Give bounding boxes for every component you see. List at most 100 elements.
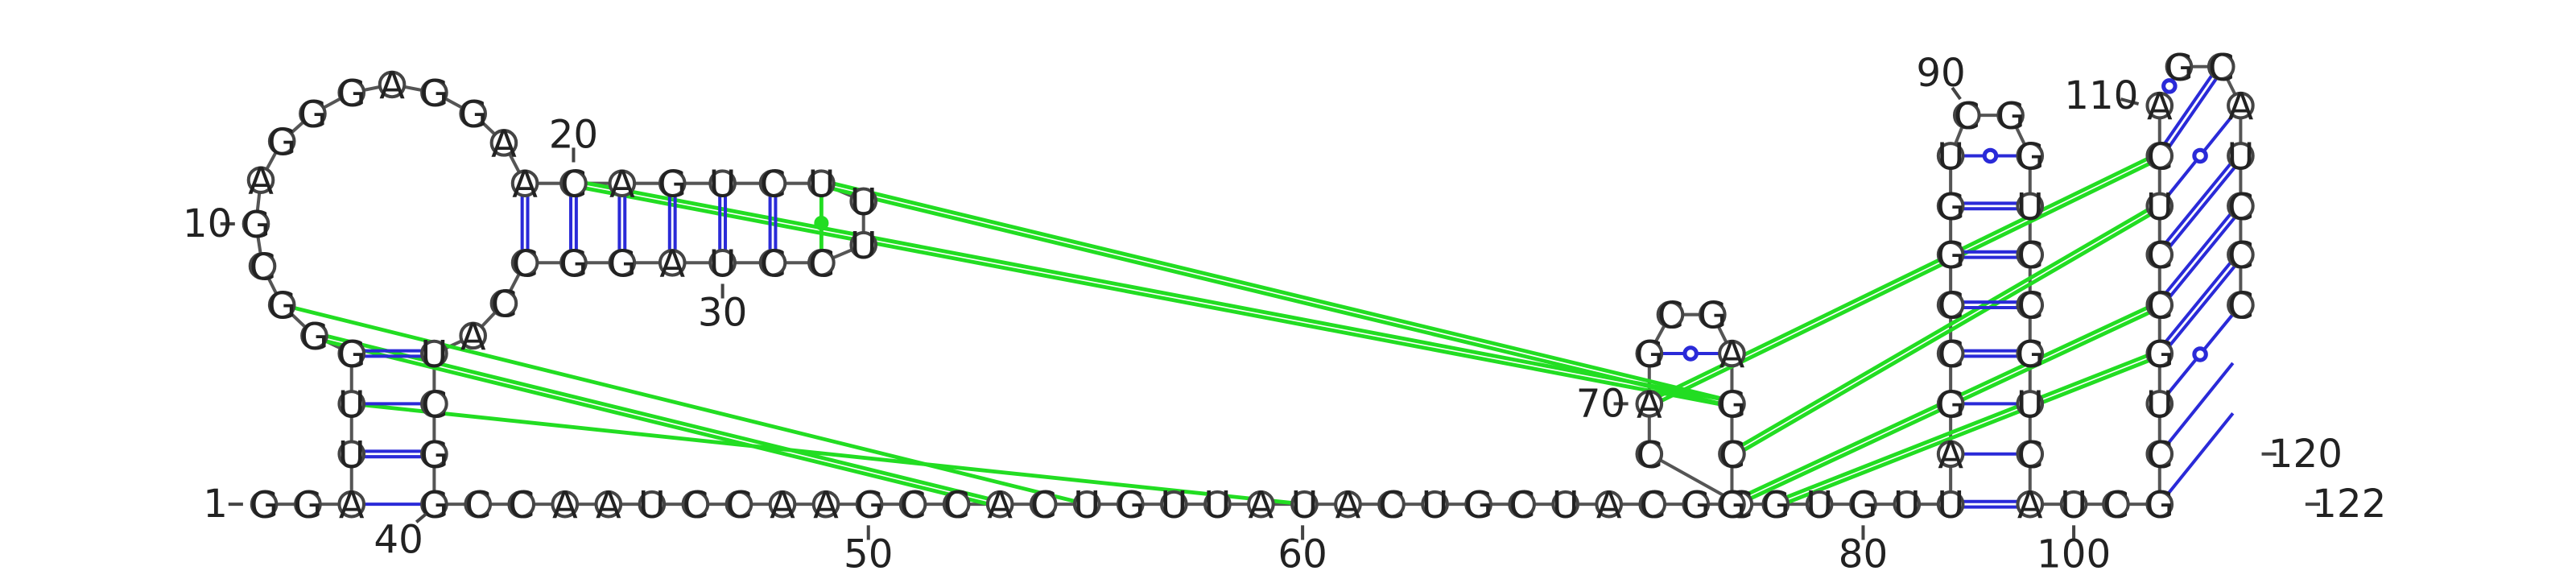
- nucleotide-number-label: 10: [183, 201, 232, 246]
- nucleotide: C: [943, 483, 969, 527]
- nucleotide: C: [2017, 234, 2043, 277]
- nucleotide-number-label: 70: [1576, 381, 1625, 426]
- nucleotide: U: [1552, 483, 1579, 527]
- nucleotide-letter: C: [491, 283, 517, 326]
- nucleotide: G: [2145, 483, 2174, 527]
- nucleotide: C: [808, 242, 834, 285]
- nucleotide-letter: U: [2146, 383, 2174, 426]
- nucleotide: G: [2145, 333, 2174, 376]
- nucleotide-letter: U: [1290, 483, 1318, 527]
- nucleotide-letter: A: [596, 483, 621, 527]
- nucleotide-letter: C: [421, 383, 447, 426]
- nucleotide-letter: U: [807, 163, 835, 206]
- wobble-pair-marker: [1685, 348, 1696, 359]
- nucleotide-letter: C: [900, 483, 926, 527]
- nucleotide-letter: A: [813, 483, 839, 527]
- nucleotide-letter: U: [1160, 483, 1187, 527]
- nucleotide: A: [2228, 85, 2254, 128]
- tertiary-interaction-line: [1788, 361, 2149, 502]
- nucleotide-letter: U: [850, 224, 877, 267]
- nucleotide: G: [559, 242, 588, 285]
- nucleotide-letter: C: [2147, 234, 2173, 277]
- nucleotide-letter: C: [760, 242, 786, 285]
- nucleotide-letter: G: [419, 433, 448, 477]
- nucleotide: C: [2147, 134, 2173, 178]
- nucleotide-letter: U: [2017, 185, 2044, 229]
- nucleotide-letter: A: [491, 122, 517, 165]
- nucleotide: G: [250, 483, 279, 527]
- nucleotide: U: [1073, 483, 1100, 527]
- nucleotide: U: [338, 383, 365, 426]
- nucleotide-letter: A: [987, 483, 1013, 527]
- nucleotide-letter: G: [1936, 185, 1965, 229]
- nucleotide: A: [1719, 333, 1745, 376]
- nucleotide: G: [2016, 333, 2045, 376]
- nucleotide: G: [1718, 483, 1747, 527]
- nucleotide-letter: A: [770, 483, 795, 527]
- nucleotide-letter: G: [1718, 483, 1747, 527]
- nucleotide-number-label: 100: [2037, 532, 2111, 577]
- nucleotide: U: [1290, 483, 1318, 527]
- nucleotide: C: [560, 163, 586, 206]
- nucleotide-letter: G: [2145, 483, 2174, 527]
- nucleotide: C: [491, 283, 517, 326]
- nucleotide-letter: U: [2227, 134, 2254, 178]
- nucleotide: G: [1635, 333, 1664, 376]
- nucleotide-letter: C: [1640, 483, 1666, 527]
- nucleotide: A: [248, 159, 274, 203]
- nucleotide-letter: G: [1936, 234, 1965, 277]
- nucleotide-number-label: 80: [1839, 532, 1888, 577]
- wobble-pair-marker: [2194, 349, 2206, 360]
- tertiary-interaction-line: [586, 183, 1720, 399]
- nucleotide-letter: C: [726, 483, 752, 527]
- nucleotide-letter: G: [293, 483, 322, 527]
- nucleotide-letter: C: [1637, 433, 1662, 477]
- nucleotide-number-label: 50: [844, 532, 893, 577]
- nucleotide-letter: A: [379, 64, 405, 107]
- nucleotide-letter: U: [1073, 483, 1100, 527]
- nucleotide-letter: C: [1509, 483, 1534, 527]
- nucleotide-letter: C: [2227, 234, 2253, 277]
- nucleotide-letter: G: [2016, 134, 2045, 178]
- nucleotide: C: [760, 163, 786, 206]
- nucleotide: G: [267, 284, 296, 328]
- nucleotide-letter: C: [465, 483, 491, 527]
- nucleotide-letter: U: [1937, 134, 1964, 178]
- nucleotide-letter: C: [1378, 483, 1404, 527]
- nucleotide-letter: A: [460, 315, 486, 358]
- nucleotide: U: [2146, 383, 2174, 426]
- nucleotide: A: [770, 483, 795, 527]
- nucleotide: U: [1937, 483, 1964, 527]
- nucleotide-letter: G: [2165, 46, 2194, 89]
- nucleotide-number-label: 60: [1278, 532, 1327, 577]
- nucleotide: A: [460, 315, 486, 358]
- nucleotide: G: [1936, 234, 1965, 277]
- nucleotide: A: [379, 64, 405, 107]
- nucleotide: U: [709, 163, 737, 206]
- nucleotide-letter: G: [1761, 483, 1790, 527]
- nucleotide: A: [1335, 483, 1361, 527]
- nucleotide-letter: C: [2147, 433, 2173, 477]
- nucleotide-letter: U: [1893, 483, 1921, 527]
- nucleotide: G: [300, 315, 329, 358]
- nucleotide-letter: A: [248, 159, 274, 203]
- nucleotide-letter: C: [2147, 284, 2173, 328]
- nucleotide-letter: C: [560, 163, 586, 206]
- wobble-pair-marker: [2194, 150, 2206, 161]
- nucleotide: C: [1378, 483, 1404, 527]
- nucleotide: C: [726, 483, 752, 527]
- nucleotide-letter: C: [808, 242, 834, 285]
- nucleotide: A: [1938, 433, 1963, 477]
- nucleotide: C: [250, 245, 275, 288]
- nucleotide-letter: G: [1464, 483, 1493, 527]
- nucleotide: U: [2060, 483, 2087, 527]
- nucleotide: C: [1509, 483, 1534, 527]
- nucleotide-letter: U: [1806, 483, 1833, 527]
- nucleotide: G: [1761, 483, 1790, 527]
- nucleotide-letter: C: [1938, 333, 1963, 376]
- nucleotide: G: [337, 72, 366, 115]
- nucleotide-letter: A: [1249, 483, 1274, 527]
- nucleotide: A: [596, 483, 621, 527]
- nucleotide-letter: C: [509, 483, 535, 527]
